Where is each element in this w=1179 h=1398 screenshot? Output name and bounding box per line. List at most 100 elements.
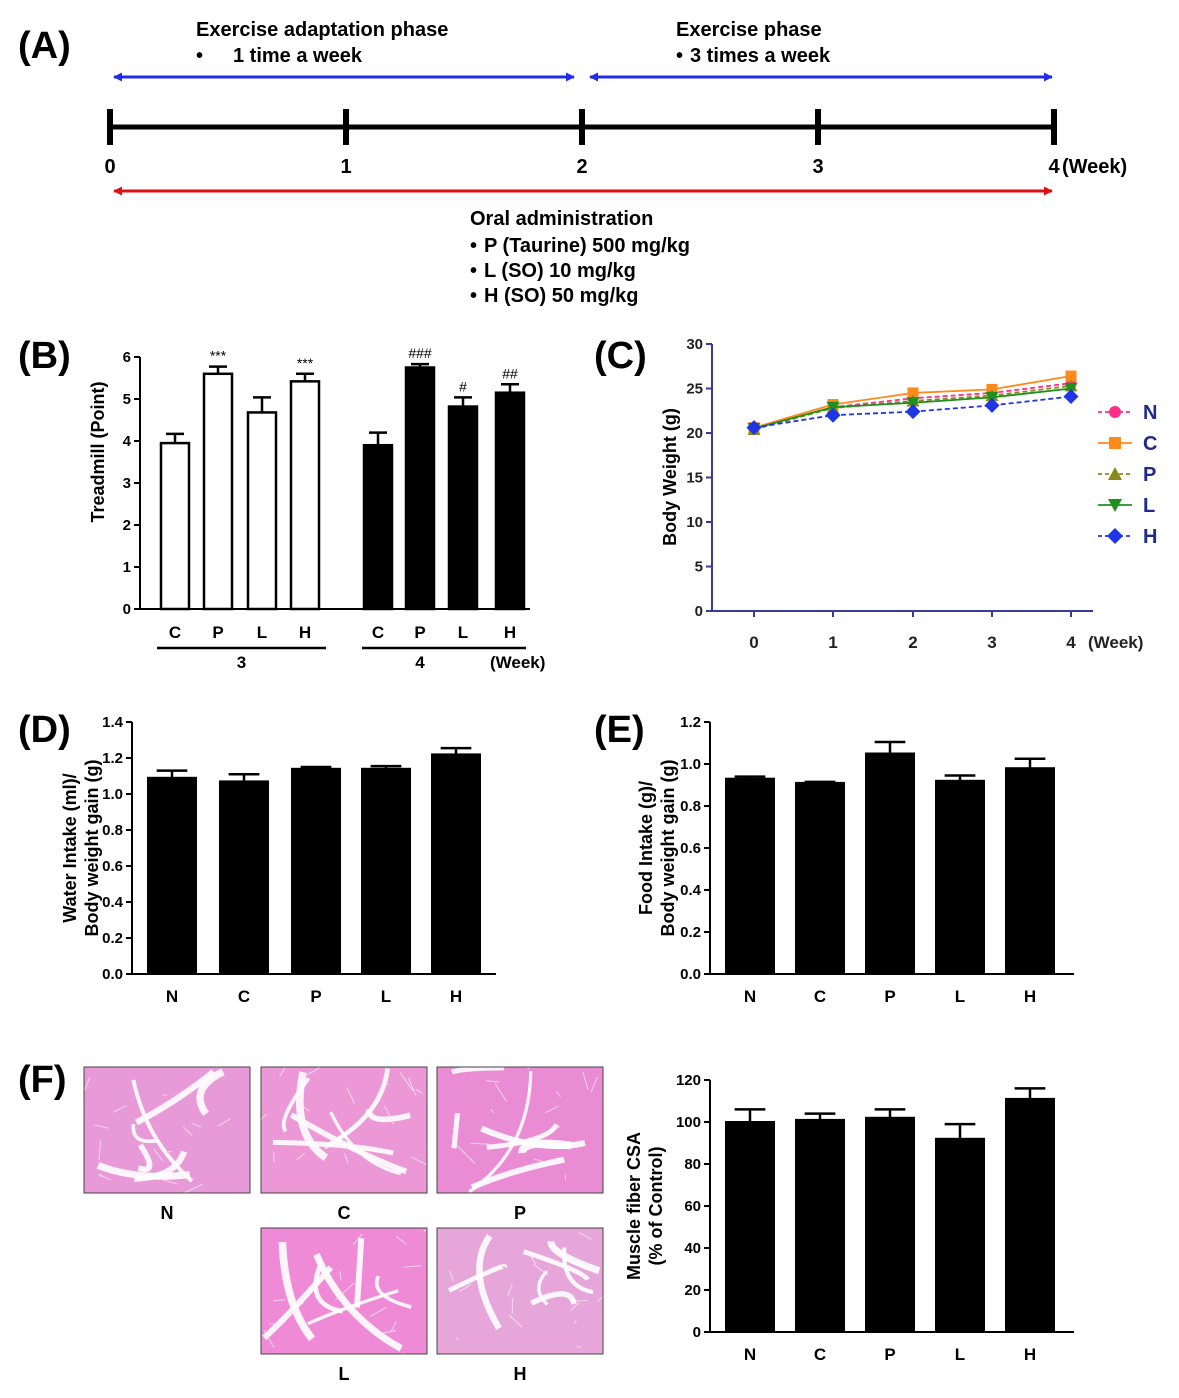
- oral-item-l: L (SO) 10 mg/kg: [484, 260, 636, 282]
- y-tick-label: 20: [684, 1282, 701, 1299]
- x-tick-label: P: [884, 1345, 895, 1364]
- y-tick-label: 0.0: [102, 966, 123, 983]
- bar-C: [220, 781, 268, 974]
- y-tick-label: 0.0: [680, 966, 701, 983]
- y-tick-label: 0.8: [102, 822, 123, 839]
- phase1-title: Exercise adaptation phase: [196, 19, 448, 41]
- y-tick-label: 1.0: [102, 786, 123, 803]
- y-tick-label: 1: [123, 559, 131, 576]
- y-tick-label: 5: [695, 559, 703, 576]
- significance-label: ##: [502, 365, 518, 381]
- bar-week3-C: [161, 443, 189, 609]
- y-tick-label: 1.4: [102, 714, 124, 731]
- x-tick-label: H: [450, 987, 462, 1006]
- food-ylabel-line1: Food Intake (g)/: [636, 781, 656, 915]
- bar-L: [936, 781, 984, 974]
- x-unit-label: (Week): [1088, 633, 1143, 652]
- micrograph-label: P: [514, 1203, 526, 1223]
- significance-label: ###: [408, 345, 432, 361]
- timeline-tick-label: 3: [812, 156, 823, 178]
- y-tick-label: 10: [686, 514, 703, 531]
- legend-marker-N: [1109, 406, 1121, 418]
- y-tick-label: 0.2: [680, 924, 701, 941]
- x-tick-label: N: [744, 1345, 756, 1364]
- oral-item-h: H (SO) 50 mg/kg: [484, 285, 638, 307]
- y-tick-label: 0.6: [102, 858, 123, 875]
- bar-H: [432, 754, 480, 974]
- bar-L: [936, 1139, 984, 1332]
- x-tick-label: P: [414, 623, 425, 642]
- y-tick-label: 15: [686, 470, 703, 487]
- micrograph-H: [437, 1228, 612, 1354]
- x-tick-label: L: [458, 623, 468, 642]
- y-tick-label: 0: [695, 603, 703, 620]
- y-tick-label: 40: [684, 1240, 701, 1257]
- phase2-bullet: •: [676, 45, 683, 67]
- bar-week3-P: [204, 374, 232, 609]
- bar-C: [796, 1120, 844, 1332]
- y-tick-label: 120: [676, 1072, 701, 1089]
- y-tick-label: 0.6: [680, 840, 701, 857]
- x-tick-label: L: [381, 987, 391, 1006]
- group-label: 4: [415, 653, 425, 672]
- micrograph-label: L: [339, 1364, 350, 1384]
- legend-label: C: [1143, 433, 1157, 455]
- significance-label: ***: [297, 355, 314, 371]
- y-tick-label: 2: [123, 517, 131, 534]
- timeline-tick-label: 0: [104, 156, 115, 178]
- y-tick-label: 1.0: [680, 756, 701, 773]
- micrograph-L: [261, 1220, 441, 1357]
- panel-label-a: (A): [18, 25, 71, 67]
- bar-week4-H: [496, 393, 524, 609]
- x-tick-label: 4: [1066, 633, 1076, 652]
- timeline-panel: Exercise adaptation phase • 1 time a wee…: [104, 19, 1127, 307]
- x-tick-label: H: [299, 623, 311, 642]
- y-tick-label: 0: [693, 1324, 701, 1341]
- micrograph-label: H: [514, 1364, 527, 1384]
- y-tick-label: 60: [684, 1198, 701, 1215]
- x-tick-label: L: [257, 623, 267, 642]
- legend-label: H: [1143, 526, 1157, 548]
- body-weight-ylabel: Body Weight (g): [660, 408, 680, 546]
- oral-bullet-3: •: [470, 285, 477, 307]
- x-tick-label: L: [955, 987, 965, 1006]
- y-tick-label: 0.4: [680, 882, 702, 899]
- y-tick-label: 0: [123, 601, 131, 618]
- micrograph-C: [248, 1064, 430, 1193]
- bar-week4-L: [449, 407, 477, 609]
- csa-ylabel-line1: Muscle fiber CSA: [624, 1132, 644, 1280]
- oral-bullet-2: •: [470, 260, 477, 282]
- bar-week3-L: [248, 412, 276, 609]
- timeline-unit: (Week): [1062, 156, 1127, 178]
- legend-label: L: [1143, 495, 1155, 517]
- y-tick-label: 3: [123, 475, 131, 492]
- micrograph-P: [429, 1050, 603, 1193]
- x-tick-label: 1: [828, 633, 837, 652]
- csa-ylabel-line2: (% of Control): [646, 1147, 666, 1266]
- x-tick-label: C: [372, 623, 384, 642]
- y-tick-label: 0.4: [102, 894, 124, 911]
- x-tick-label: P: [884, 987, 895, 1006]
- timeline-tick-label: 1: [340, 156, 351, 178]
- panel-label-f: (F): [18, 1059, 67, 1101]
- x-tick-label: L: [955, 1345, 965, 1364]
- x-tick-label: P: [212, 623, 223, 642]
- y-tick-label: 1.2: [102, 750, 123, 767]
- micrograph-label: C: [338, 1203, 351, 1223]
- oral-bullet-1: •: [470, 235, 477, 257]
- y-tick-label: 4: [123, 433, 132, 450]
- y-tick-label: 6: [123, 349, 131, 366]
- legend-label: P: [1143, 464, 1156, 486]
- timeline-tick-label: 2: [576, 156, 587, 178]
- food-intake-chart: Food Intake (g)/ Body weight gain (g) 0.…: [636, 714, 1074, 1006]
- oral-item-p: P (Taurine) 500 mg/kg: [484, 235, 690, 257]
- x-tick-label: 2: [908, 633, 917, 652]
- phase2-detail: 3 times a week: [690, 45, 831, 67]
- x-tick-label: H: [504, 623, 516, 642]
- y-tick-label: 0.8: [680, 798, 701, 815]
- bar-P: [292, 769, 340, 974]
- y-tick-label: 100: [676, 1114, 701, 1131]
- x-tick-label: C: [814, 987, 826, 1006]
